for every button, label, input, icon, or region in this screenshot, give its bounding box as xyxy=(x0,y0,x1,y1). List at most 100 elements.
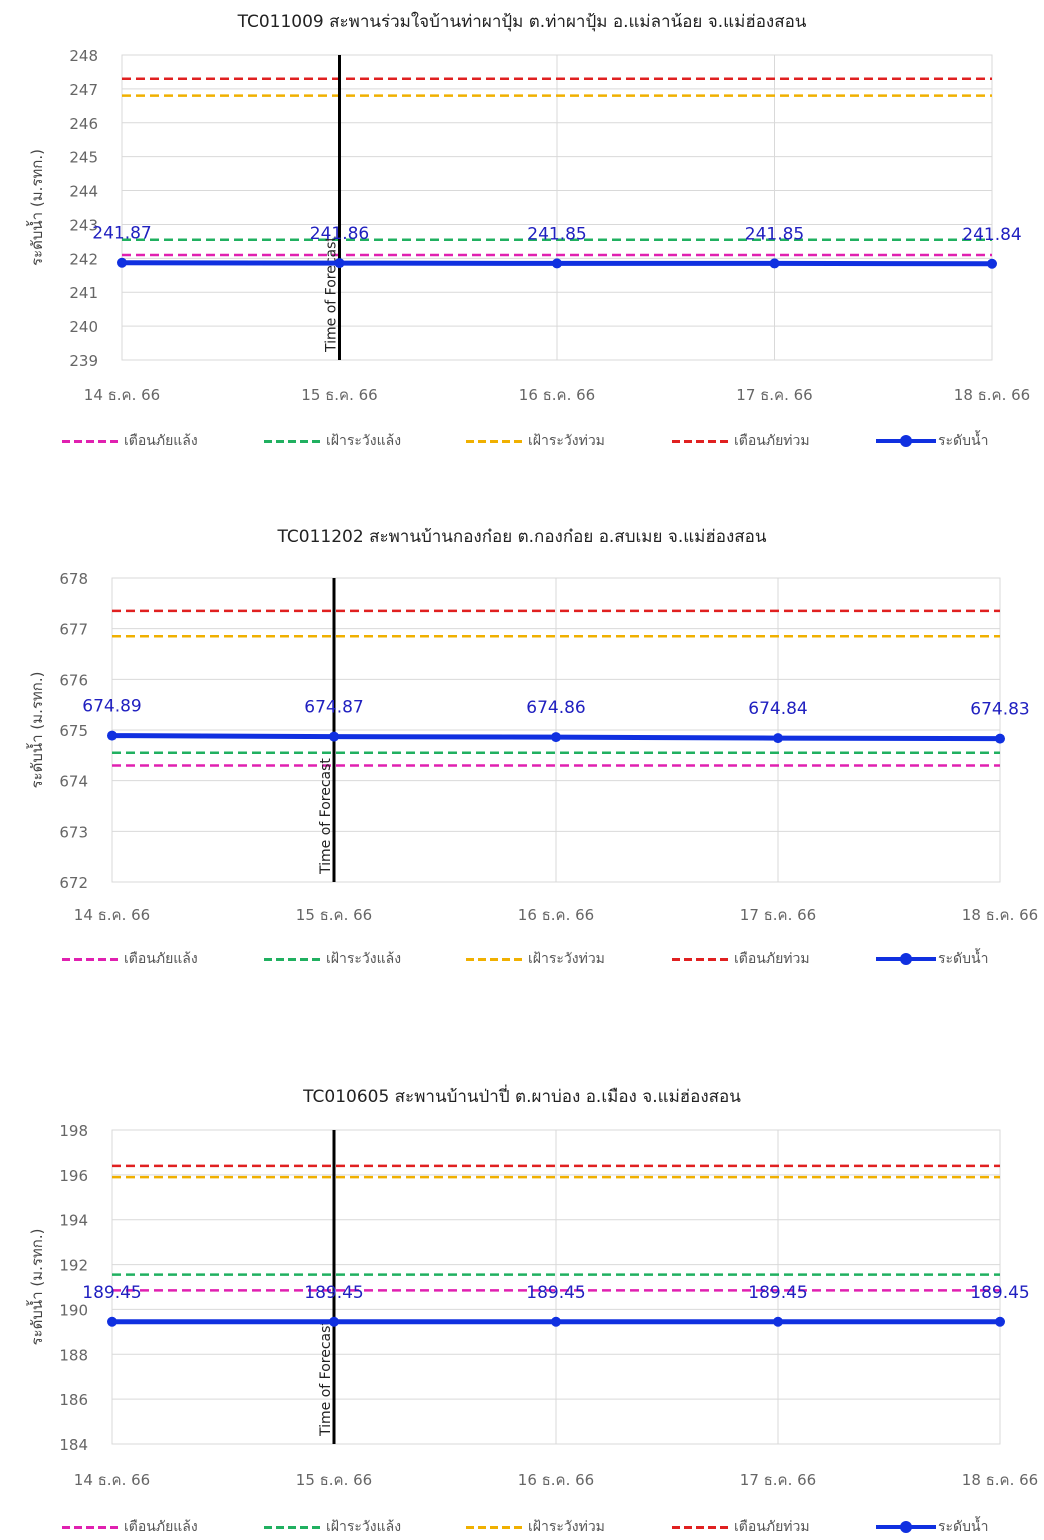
x-tick-label: 14 ธ.ค. 66 xyxy=(84,386,160,404)
y-tick-label: 184 xyxy=(59,1436,88,1454)
plot-area xyxy=(111,1129,1001,1445)
chart-legend: เตือนภัยแล้ง เฝ้าระวังแล้ง เฝ้าระวังท่วม เต… xyxy=(0,1516,1044,1540)
legend-label: เตือนภัยแล้ง xyxy=(124,1519,198,1535)
legend-label: ระดับน้ำ xyxy=(938,951,989,967)
legend-swatch xyxy=(672,1525,732,1529)
y-tick-label: 675 xyxy=(59,722,88,740)
data-point xyxy=(334,258,345,269)
data-label: 241.85 xyxy=(745,224,804,244)
legend-item: ระดับน้ำ xyxy=(876,1516,988,1538)
data-point xyxy=(117,257,127,268)
legend-item: ระดับน้ำ xyxy=(876,948,988,970)
data-point xyxy=(769,258,780,269)
legend-swatch xyxy=(672,439,732,443)
legend-item: เตือนภัยแล้ง xyxy=(62,430,198,452)
data-point xyxy=(329,731,339,742)
plot-area xyxy=(111,577,1001,883)
x-tick-label: 16 ธ.ค. 66 xyxy=(518,906,594,924)
data-label: 189.45 xyxy=(304,1283,363,1303)
data-point xyxy=(987,258,997,269)
x-tick-label: 17 ธ.ค. 66 xyxy=(740,906,816,924)
data-label: 189.45 xyxy=(526,1283,585,1303)
data-label: 189.45 xyxy=(970,1283,1029,1303)
legend-item: ระดับน้ำ xyxy=(876,430,988,452)
y-tick-label: 186 xyxy=(59,1391,88,1409)
data-point xyxy=(107,1316,117,1327)
legend-swatch xyxy=(62,439,122,443)
legend-label: เฝ้าระวังท่วม xyxy=(528,951,605,967)
legend-label: เตือนภัยท่วม xyxy=(734,951,810,967)
data-label: 189.45 xyxy=(748,1283,807,1303)
data-point xyxy=(995,1316,1005,1327)
y-tick-label: 677 xyxy=(59,621,88,639)
x-tick-label: 18 ธ.ค. 66 xyxy=(962,906,1038,924)
data-point xyxy=(551,732,561,743)
x-tick-label: 14 ธ.ค. 66 xyxy=(74,1471,150,1489)
legend-swatch xyxy=(466,439,526,443)
y-tick-label: 674 xyxy=(59,773,88,791)
legend-item: เฝ้าระวังท่วม xyxy=(466,1516,605,1538)
x-tick-label: 15 ธ.ค. 66 xyxy=(296,906,372,924)
x-tick-label: 18 ธ.ค. 66 xyxy=(954,386,1030,404)
legend-swatch xyxy=(876,1521,936,1533)
y-tick-label: 196 xyxy=(59,1167,88,1185)
legend-label: เฝ้าระวังแล้ง xyxy=(326,1519,402,1535)
x-tick-label: 16 ธ.ค. 66 xyxy=(519,386,595,404)
legend-label: เฝ้าระวังท่วม xyxy=(528,433,605,449)
y-tick-label: 676 xyxy=(59,671,88,689)
legend-swatch xyxy=(264,957,324,961)
y-tick-label: 247 xyxy=(69,81,98,99)
y-tick-label: 239 xyxy=(69,352,98,370)
y-tick-label: 678 xyxy=(59,570,88,588)
data-point xyxy=(552,258,562,269)
data-point xyxy=(329,1316,339,1327)
legend-item: เตือนภัยแล้ง xyxy=(62,1516,198,1538)
data-label: 241.86 xyxy=(310,224,369,244)
y-tick-label: 243 xyxy=(69,216,98,234)
data-label: 241.85 xyxy=(527,224,586,244)
data-point xyxy=(551,1316,561,1327)
y-tick-label: 244 xyxy=(69,183,98,201)
x-tick-label: 17 ธ.ค. 66 xyxy=(736,386,812,404)
y-tick-label: 673 xyxy=(59,823,88,841)
legend-item: เฝ้าระวังแล้ง xyxy=(264,1516,401,1538)
legend-label: เฝ้าระวังแล้ง xyxy=(326,433,402,449)
legend-item: เฝ้าระวังแล้ง xyxy=(264,948,401,970)
y-tick-label: 245 xyxy=(69,149,98,167)
legend-item: เฝ้าระวังท่วม xyxy=(466,430,605,452)
data-label: 241.87 xyxy=(92,224,151,244)
x-tick-label: 17 ธ.ค. 66 xyxy=(740,1471,816,1489)
data-point xyxy=(773,1316,783,1327)
data-label: 674.86 xyxy=(526,698,585,718)
chart-legend: เตือนภัยแล้ง เฝ้าระวังแล้ง เฝ้าระวังท่วม เต… xyxy=(0,948,1044,972)
legend-label: เฝ้าระวังท่วม xyxy=(528,1519,605,1535)
data-point xyxy=(995,733,1005,744)
x-tick-label: 16 ธ.ค. 66 xyxy=(518,1471,594,1489)
legend-item: เตือนภัยท่วม xyxy=(672,948,810,970)
legend-swatch xyxy=(62,1525,122,1529)
y-tick-label: 242 xyxy=(69,250,98,268)
chart-panel-tc010605: TC010605 สะพานบ้านป่าปี่ ต.ผาบ่อง อ.เมือ… xyxy=(0,1075,1044,1536)
data-label: 674.83 xyxy=(970,700,1029,720)
data-label: 674.84 xyxy=(748,699,807,719)
chart-panel-tc011009: TC011009 สะพานร่วมใจบ้านท่าผาปุ้ม ต.ท่าผ… xyxy=(0,0,1044,470)
data-label: 674.87 xyxy=(304,698,363,718)
legend-swatch xyxy=(876,435,936,447)
forecast-marker-label: Time of Forecast xyxy=(324,236,340,353)
data-point xyxy=(107,730,117,741)
chart-title: TC011202 สะพานบ้านกองก๋อย ต.กองก๋อย อ.สบ… xyxy=(277,527,767,547)
legend-label: เฝ้าระวังแล้ง xyxy=(326,951,402,967)
chart-title: TC010605 สะพานบ้านป่าปี่ ต.ผาบ่อง อ.เมือ… xyxy=(303,1087,741,1107)
legend-label: เตือนภัยแล้ง xyxy=(124,951,198,967)
data-point xyxy=(773,733,783,744)
y-tick-label: 194 xyxy=(59,1212,88,1230)
legend-swatch xyxy=(672,957,732,961)
y-axis-title: ระดับน้ำ (ม.รทก.) xyxy=(26,149,46,266)
y-tick-label: 192 xyxy=(59,1257,88,1275)
x-tick-label: 15 ธ.ค. 66 xyxy=(296,1471,372,1489)
legend-item: เตือนภัยท่วม xyxy=(672,430,810,452)
legend-item: เตือนภัยแล้ง xyxy=(62,948,198,970)
plot-area xyxy=(121,54,993,361)
x-tick-label: 18 ธ.ค. 66 xyxy=(962,1471,1038,1489)
legend-label: เตือนภัยท่วม xyxy=(734,433,810,449)
